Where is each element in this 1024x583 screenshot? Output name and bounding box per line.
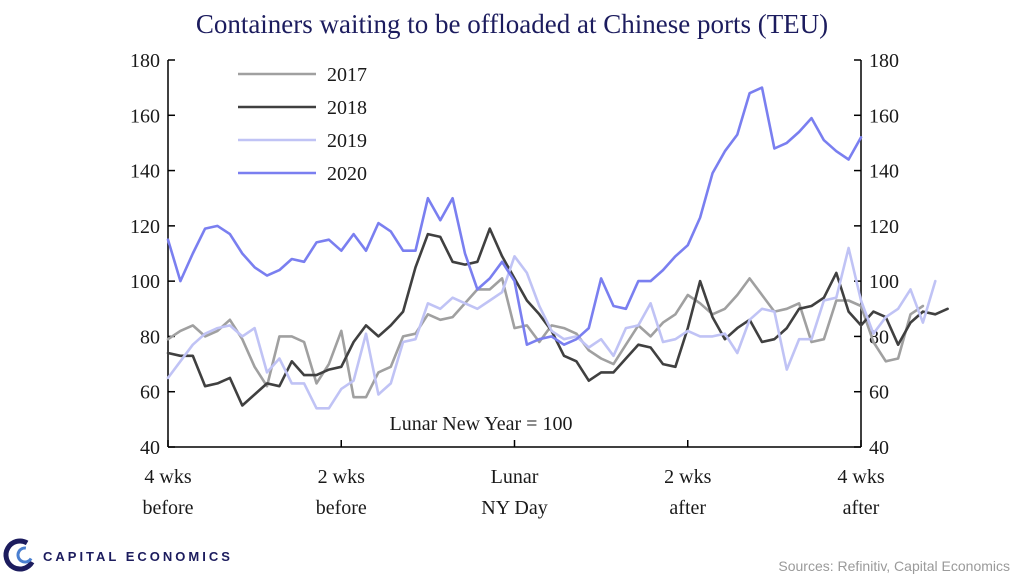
x-tick-label-line1: 2 wks: [664, 466, 711, 488]
legend-label-2018: 2018: [327, 97, 367, 119]
y-tick-label-left: 40: [140, 437, 160, 459]
x-tick-label-line2: before: [316, 497, 367, 519]
series-lines: [166, 86, 949, 410]
x-ticks: 4 wks before 2 wks before Lunar NY Day 2 wks af…: [142, 440, 885, 519]
legend-label-2020: 2020: [327, 163, 367, 185]
x-tick-label-line1: 4 wks: [837, 466, 884, 488]
y-tick-label-left: 100: [130, 271, 160, 293]
x-tick-label-line1: 2 wks: [318, 466, 365, 488]
brand-name: CAPITAL ECONOMICS: [43, 549, 233, 564]
lunar-new-year-annotation: Lunar New Year = 100: [390, 413, 573, 435]
x-tick-label-line2: NY Day: [481, 497, 547, 519]
x-tick-label-line2: after: [669, 497, 706, 519]
legend-label-2019: 2019: [327, 130, 367, 152]
series-line-2018: [166, 227, 949, 407]
legend: 2017 2018 2019 2020: [238, 64, 367, 185]
y-tick-label-right: 140: [869, 161, 899, 183]
y-tick-label-left: 60: [140, 382, 160, 404]
axes: [167, 60, 862, 448]
series-line-2020: [166, 86, 863, 347]
y-tick-label-right: 60: [869, 382, 889, 404]
y-tick-label-left: 80: [140, 326, 160, 348]
y-tick-label-left: 180: [130, 50, 160, 72]
x-tick-label-line2: after: [843, 497, 880, 519]
source-note: Sources: Refinitiv, Capital Economics: [778, 558, 1010, 574]
y-tick-label-right: 40: [869, 437, 889, 459]
series-line-2017: [166, 277, 925, 399]
y-tick-label-left: 160: [130, 105, 160, 127]
logo-ring-icon: [3, 538, 37, 572]
y-tick-label-right: 120: [869, 216, 899, 238]
chart-title: Containers waiting to be offloaded at Ch…: [196, 9, 828, 39]
x-tick-label-line1: 4 wks: [144, 466, 191, 488]
y-tick-label-left: 140: [130, 161, 160, 183]
series-line-2019: [166, 246, 937, 410]
left-y-ticks: 40 60 80 100 120 140 160 180: [130, 50, 175, 459]
y-tick-label-right: 180: [869, 50, 899, 72]
y-tick-label-right: 160: [869, 105, 899, 127]
y-tick-label-left: 120: [130, 216, 160, 238]
logo-inner-ring-icon: [16, 546, 34, 564]
x-tick-label-line2: before: [142, 497, 193, 519]
y-tick-label-right: 100: [869, 271, 899, 293]
legend-label-2017: 2017: [327, 64, 367, 86]
capital-economics-logo: CAPITAL ECONOMICS: [3, 538, 233, 572]
x-tick-label-line1: Lunar: [491, 466, 539, 488]
